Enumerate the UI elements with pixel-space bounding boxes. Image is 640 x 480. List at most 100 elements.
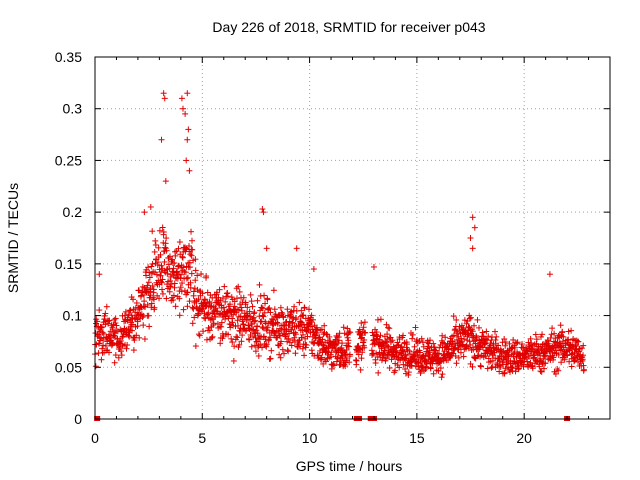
data-point: [178, 271, 185, 278]
data-point: [323, 331, 330, 338]
data-point: [288, 342, 295, 349]
data-point: [192, 277, 199, 284]
data-point: [248, 298, 255, 305]
data-point: [150, 286, 157, 293]
data-point: [111, 359, 118, 366]
data-point: [182, 246, 189, 253]
data-point: [375, 369, 382, 376]
data-point: [176, 312, 183, 319]
data-point: [384, 331, 391, 338]
data-point: [139, 283, 146, 290]
data-point: [305, 306, 312, 313]
data-point: [167, 283, 174, 290]
data-point: [180, 306, 187, 313]
data-point: [199, 290, 206, 297]
data-point: [515, 365, 522, 372]
data-point: [266, 304, 273, 311]
data-point: [180, 264, 187, 271]
data-point: [533, 358, 540, 365]
data-point: [250, 310, 257, 317]
data-point: [231, 298, 238, 305]
data-point: [430, 340, 437, 347]
data-point: [260, 209, 267, 216]
data-point: [178, 288, 185, 295]
data-point: [503, 359, 510, 366]
data-point: [186, 242, 193, 249]
data-point: [430, 370, 437, 377]
data-point: [265, 306, 272, 313]
data-point: [388, 338, 395, 345]
data-point: [246, 336, 253, 343]
data-point: [471, 224, 478, 231]
data-point: [483, 336, 490, 343]
data-point: [258, 318, 265, 325]
data-point: [339, 340, 346, 347]
data-point: [471, 322, 478, 329]
data-point: [109, 326, 116, 333]
data-point: [487, 340, 494, 347]
data-point: [220, 304, 227, 311]
data-point: [549, 325, 556, 332]
data-point: [484, 365, 491, 372]
axis-ticks: [94, 56, 611, 420]
data-point: [111, 316, 118, 323]
data-point: [216, 286, 223, 293]
data-point: [455, 354, 462, 361]
data-point: [376, 349, 383, 356]
data-point: [148, 300, 155, 307]
data-point: [546, 271, 553, 278]
data-point: [198, 271, 205, 278]
data-point: [452, 326, 459, 333]
data-point: [252, 348, 259, 355]
data-point: [550, 354, 557, 361]
data-point: [96, 307, 103, 314]
data-point: [188, 270, 195, 277]
data-point: [442, 334, 449, 341]
data-point: [256, 281, 263, 288]
data-point: [441, 348, 448, 355]
data-point: [427, 365, 434, 372]
data-point: [374, 316, 381, 323]
data-point: [304, 333, 311, 340]
data-point: [117, 337, 124, 344]
data-point: [437, 365, 444, 372]
data-point: [260, 325, 267, 332]
data-point: [564, 352, 571, 359]
data-point: [489, 363, 496, 370]
data-point: [270, 287, 277, 294]
data-point: [538, 368, 545, 375]
data-point: [288, 326, 295, 333]
data-point: [179, 105, 186, 112]
data-point: [361, 344, 368, 351]
data-point: [568, 351, 575, 358]
data-point: [183, 157, 190, 164]
data-point: [141, 291, 148, 298]
data-point: [575, 338, 582, 345]
data-point: [463, 320, 470, 327]
data-point: [166, 288, 173, 295]
y-tick-label: 0.15: [55, 256, 82, 272]
data-point: [185, 126, 192, 133]
data-point: [289, 320, 296, 327]
data-point: [459, 342, 466, 349]
data-point: [450, 332, 457, 339]
data-point: [303, 341, 310, 348]
data-point: [331, 345, 338, 352]
data-point: [212, 305, 219, 312]
y-tick-label: 0.25: [55, 152, 82, 168]
data-point: [148, 263, 155, 270]
data-point: [409, 331, 416, 338]
data-point: [145, 312, 152, 319]
data-point: [383, 355, 390, 362]
data-point: [130, 347, 137, 354]
data-point: [310, 316, 317, 323]
data-point: [285, 335, 292, 342]
data-point: [156, 295, 163, 302]
data-point: [127, 307, 134, 314]
data-point: [161, 258, 168, 265]
data-point: [267, 309, 274, 316]
data-point: [238, 338, 245, 345]
data-point: [163, 247, 170, 254]
data-point: [194, 272, 201, 279]
data-point: [252, 317, 259, 324]
